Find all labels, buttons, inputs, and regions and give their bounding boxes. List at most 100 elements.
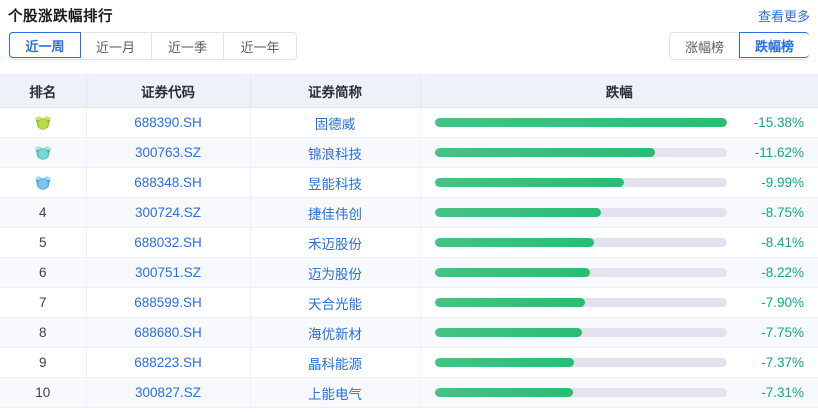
cell-security-code[interactable]: 688348.SH [86,167,251,198]
decline-value: -7.75% [761,325,804,340]
security-code-link[interactable]: 688032.SH [134,235,202,250]
security-code-link[interactable]: 300827.SZ [134,385,202,400]
cell-security-code[interactable]: 688390.SH [86,107,251,138]
decline-bar-wrap: -8.75% [421,198,818,227]
rank-number: 8 [38,325,47,340]
view-more-link[interactable]: 查看更多 [757,9,810,24]
security-name-link[interactable]: 昱能科技 [308,176,362,192]
decline-bar-fill [434,328,582,337]
rank-number: 10 [35,385,51,400]
table-row[interactable]: 6 300751.SZ 迈为股份 -8.22% [0,257,818,288]
table-header: 排名 证券代码 证券简称 跌幅 [0,74,818,108]
table-row[interactable]: 688390.SH 固德威 -15.38% [0,107,818,138]
rank-number: 6 [38,265,47,280]
cell-decline: -11.62% [420,137,818,168]
decline-bar-fill [434,178,625,187]
table-body: 688390.SH 固德威 -15.38% 300763.SZ 锦浪科技 -11.62% 6… [0,107,818,408]
cell-security-code[interactable]: 300763.SZ [86,137,251,168]
column-header-name: 证券简称 [250,74,421,108]
tab-losers[interactable]: 跌幅榜 [739,32,809,58]
cell-rank: 4 [0,197,87,228]
decline-bar-fill [434,148,655,157]
cell-rank: 5 [0,227,87,258]
security-name-link[interactable]: 迈为股份 [308,266,362,282]
security-code-link[interactable]: 300763.SZ [134,145,202,160]
decline-bar-track [434,148,727,157]
security-name-link[interactable]: 禾迈股份 [308,236,362,252]
security-name-link[interactable]: 晶科能源 [308,356,362,372]
security-code-link[interactable]: 688348.SH [134,175,202,190]
cell-security-code[interactable]: 300751.SZ [86,257,251,288]
cell-security-name[interactable]: 海优新材 [250,317,421,348]
page-title: 个股涨跌幅排行 [8,9,113,25]
tab-period-year[interactable]: 近一年 [224,33,296,59]
table-row[interactable]: 8 688680.SH 海优新材 -7.75% [0,317,818,348]
rank-number: 9 [38,355,47,370]
cell-decline: -7.75% [420,317,818,348]
security-code-link[interactable]: 300751.SZ [134,265,202,280]
security-code-link[interactable]: 688599.SH [134,295,202,310]
decline-bar-wrap: -15.38% [421,108,818,137]
period-tab-group: 近一周 近一月 近一季 近一年 [9,32,297,60]
decline-bar-fill [434,268,591,277]
cell-security-name[interactable]: 昱能科技 [250,167,421,198]
security-code-link[interactable]: 300724.SZ [134,205,202,220]
decline-value: -8.75% [761,205,804,220]
column-header-rank: 排名 [0,74,87,108]
tab-gainers[interactable]: 涨幅榜 [670,33,740,59]
decline-bar-fill [434,238,595,247]
security-code-link[interactable]: 688680.SH [134,325,202,340]
cell-security-name[interactable]: 晶科能源 [250,347,421,378]
cell-security-name[interactable]: 禾迈股份 [250,227,421,258]
decline-value: -11.62% [754,145,804,160]
cell-security-name[interactable]: 捷佳伟创 [250,197,421,228]
column-header-code: 证券代码 [86,74,251,108]
cell-security-code[interactable]: 688223.SH [86,347,251,378]
table-row[interactable]: 300763.SZ 锦浪科技 -11.62% [0,137,818,168]
decline-bar-fill [434,358,575,367]
cell-decline: -8.41% [420,227,818,258]
decline-bar-track [434,388,727,397]
security-name-link[interactable]: 捷佳伟创 [308,206,362,222]
tab-period-month[interactable]: 近一月 [80,33,152,59]
security-code-link[interactable]: 688223.SH [134,355,202,370]
cell-rank [0,137,87,168]
cell-rank [0,167,87,198]
table-row[interactable]: 7 688599.SH 天合光能 -7.90% [0,287,818,318]
cell-decline: -15.38% [420,107,818,138]
decline-bar-wrap: -8.41% [421,228,818,257]
tab-period-week[interactable]: 近一周 [9,32,81,58]
decline-bar-track [434,268,727,277]
security-name-link[interactable]: 锦浪科技 [308,146,362,162]
table-row[interactable]: 9 688223.SH 晶科能源 -7.37% [0,347,818,378]
table-row[interactable]: 688348.SH 昱能科技 -9.99% [0,167,818,198]
cell-security-code[interactable]: 688680.SH [86,317,251,348]
cell-rank: 7 [0,287,87,318]
security-name-link[interactable]: 上能电气 [308,386,362,402]
table-header-row: 排名 证券代码 证券简称 跌幅 [0,74,818,108]
tab-period-quarter[interactable]: 近一季 [152,33,224,59]
cell-security-name[interactable]: 锦浪科技 [250,137,421,168]
cell-security-code[interactable]: 688599.SH [86,287,251,318]
cell-security-name[interactable]: 天合光能 [250,287,421,318]
decline-bar-track [434,298,727,307]
cell-security-code[interactable]: 300724.SZ [86,197,251,228]
table-row[interactable]: 5 688032.SH 禾迈股份 -8.41% [0,227,818,258]
decline-bar-fill [434,298,585,307]
decline-bar-wrap: -11.62% [421,138,818,167]
table-row[interactable]: 10 300827.SZ 上能电气 -7.31% [0,377,818,408]
table-row[interactable]: 4 300724.SZ 捷佳伟创 -8.75% [0,197,818,228]
security-code-link[interactable]: 688390.SH [134,115,202,130]
cell-rank: 8 [0,317,87,348]
decline-value: -7.90% [761,295,804,310]
security-name-link[interactable]: 天合光能 [308,296,362,312]
rank-number: 5 [38,235,47,250]
cell-security-code[interactable]: 300827.SZ [86,377,251,408]
security-name-link[interactable]: 固德威 [314,116,356,132]
cell-security-name[interactable]: 迈为股份 [250,257,421,288]
security-name-link[interactable]: 海优新材 [308,326,362,342]
cell-security-code[interactable]: 688032.SH [86,227,251,258]
cell-security-name[interactable]: 固德威 [250,107,421,138]
cell-security-name[interactable]: 上能电气 [250,377,421,408]
decline-value: -8.22% [761,265,804,280]
